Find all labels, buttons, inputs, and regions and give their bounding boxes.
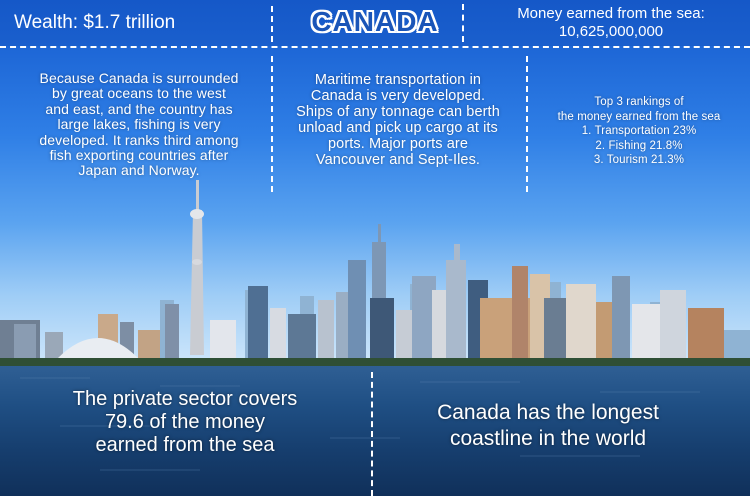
transport-line: Vancouver and Sept-Iles. xyxy=(315,152,481,168)
caption-line: Canada has the longest xyxy=(437,401,659,424)
toronto-skyline-image xyxy=(0,180,750,376)
fishing-line: fish exporting countries after xyxy=(49,147,229,164)
ranking-item: 3. Tourism 21.3% xyxy=(593,154,685,166)
private-sector-caption: The private sector covers 79.6 of the mo… xyxy=(40,388,330,457)
water-ripples xyxy=(20,377,700,471)
stadium-dome xyxy=(58,338,138,358)
lake-water xyxy=(0,366,750,496)
fishing-line: Japan and Norway. xyxy=(78,162,200,179)
fishing-paragraph: Because Canada is surrounded by great oc… xyxy=(8,70,270,179)
transport-line: ports. Major ports are xyxy=(328,136,468,152)
transport-line: Ships of any tonnage can berth xyxy=(296,104,500,120)
caption-line: The private sector covers xyxy=(72,388,298,410)
money-earned-box: Money earned from the sea: 10,625,000,00… xyxy=(476,5,746,41)
fishing-line: by great oceans to the west xyxy=(52,85,226,102)
caption-line: coastline in the world xyxy=(449,427,647,450)
transport-line: unload and pick up cargo at its xyxy=(298,120,498,136)
column-divider-left xyxy=(271,56,273,192)
fishing-line: large lakes, fishing is very xyxy=(57,116,221,133)
header-divider-left xyxy=(271,6,273,42)
transport-line: Canada is very developed. xyxy=(310,88,486,104)
country-title: CANADA xyxy=(311,6,439,37)
ranking-item: 1. Transportation 23% xyxy=(581,125,697,137)
fishing-line: Because Canada is surrounded xyxy=(39,70,239,86)
transport-paragraph: Maritime transportation in Canada is ver… xyxy=(276,72,520,168)
transport-line: Maritime transportation in xyxy=(314,72,482,88)
cn-tower xyxy=(190,180,204,355)
fishing-line: developed. It ranks third among xyxy=(39,131,239,148)
money-earned-value: 10,625,000,000 xyxy=(558,23,664,40)
rankings-title: Top 3 rankings of xyxy=(594,96,684,108)
header-divider-right xyxy=(462,4,464,42)
column-divider-right xyxy=(526,56,528,192)
caption-line: 79.6 of the money xyxy=(104,411,266,433)
ranking-item: 2. Fishing 21.8% xyxy=(595,139,683,152)
rankings-list: Top 3 rankings of the money earned from … xyxy=(528,95,750,168)
coastline-caption: Canada has the longest coastline in the … xyxy=(388,400,708,452)
rankings-subtitle: the money earned from the sea xyxy=(557,110,721,123)
wealth-label: Wealth: $1.7 trillion xyxy=(14,12,176,33)
header-band xyxy=(0,0,750,46)
bottom-divider xyxy=(371,372,373,496)
header-divider xyxy=(0,46,750,48)
fishing-line: and east, and the country has xyxy=(45,100,233,117)
caption-line: earned from the sea xyxy=(95,434,275,456)
money-earned-label: Money earned from the sea: xyxy=(517,5,705,22)
